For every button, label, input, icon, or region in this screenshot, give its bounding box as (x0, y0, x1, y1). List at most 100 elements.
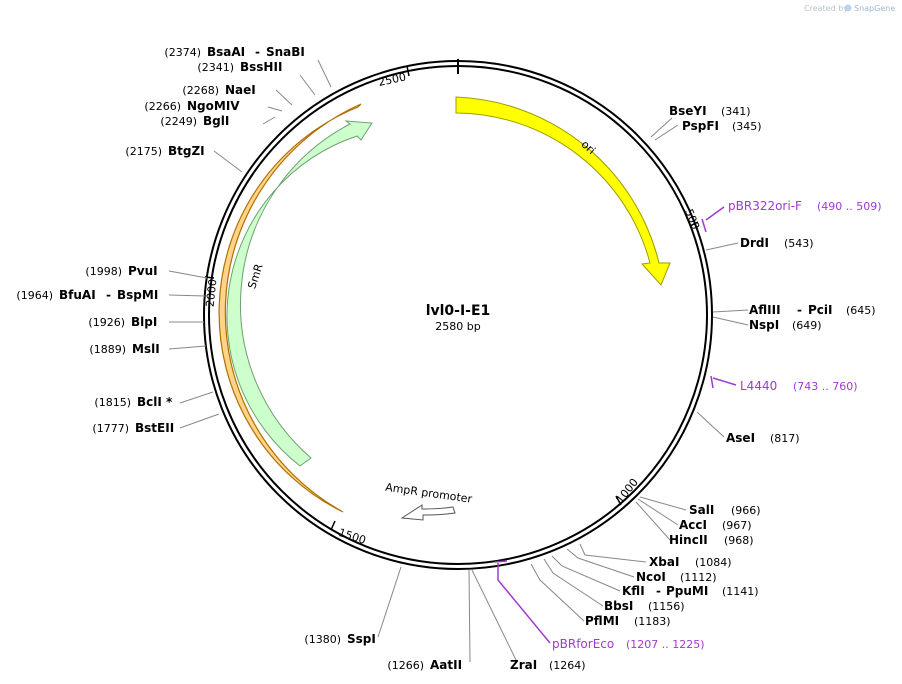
enzyme-pos-xbai: (1084) (695, 556, 732, 569)
primer-range-l4440: (743 .. 760) (793, 380, 858, 393)
primer-leader-pbr322ori (705, 206, 725, 221)
enzyme-name-aatii[interactable]: AatII (430, 658, 462, 672)
enzyme-pos-zrai: (1264) (549, 659, 586, 672)
enzyme-pos-sspi: (1380) (304, 633, 341, 646)
primer-name-pbr322ori[interactable]: pBR322ori-F (728, 199, 802, 213)
leader-pflmi (530, 563, 585, 622)
leader-xbai (579, 543, 647, 563)
primer-name-l4440[interactable]: L4440 (740, 379, 777, 393)
enzyme-name-bsaai[interactable]: BsaAI (207, 45, 245, 59)
leader-msli (168, 345, 207, 350)
enzyme-name-afliii[interactable]: AflIII (749, 303, 781, 317)
enzyme-name-kfli[interactable]: KflI (622, 584, 645, 598)
enzyme-name-bbsi[interactable]: BbsI (604, 599, 633, 613)
enzyme-name-hincii[interactable]: HincII (669, 533, 708, 547)
primer-marker-pbr322ori (701, 218, 707, 233)
leader-nspi (712, 316, 749, 326)
leader-aatii (468, 569, 471, 663)
enzyme-pos-bgli: (2249) (160, 115, 197, 128)
enzyme-name-pvui[interactable]: PvuI (128, 264, 158, 278)
ampr-promoter-feature[interactable] (400, 504, 456, 521)
enzyme-sep-kfli: - (656, 584, 661, 598)
enzyme-name2-bfuai[interactable]: BspMI (117, 288, 158, 302)
primer-range-pbr322ori: (490 .. 509) (817, 200, 882, 213)
enzyme-name-bsshii[interactable]: BssHII (240, 60, 282, 74)
leader-drdi (705, 242, 739, 251)
enzyme-pos-pflmi: (1183) (634, 615, 671, 628)
enzyme-name-msli[interactable]: MslI (132, 342, 160, 356)
leader-bbsi (543, 558, 604, 607)
enzyme-name-bcli[interactable]: BclI * (137, 395, 173, 409)
leader-kfli (551, 555, 621, 592)
primer-labels: pBR322ori-F (490 .. 509) L4440 (743 .. 7… (552, 199, 882, 651)
tick-2000 (204, 276, 215, 279)
enzyme-pos-msli: (1889) (89, 343, 126, 356)
smr-feature-label: SmR (245, 262, 265, 290)
plasmid-name: lvl0-I-E1 (426, 303, 491, 319)
enzyme-pos-bseyi: (341) (721, 105, 751, 118)
enzyme-pos-pspfi: (345) (732, 120, 762, 133)
enzyme-name-pflmi[interactable]: PflMI (585, 614, 619, 628)
enzyme-name-asei[interactable]: AseI (726, 431, 755, 445)
enzyme-pos-drdi: (543) (784, 237, 814, 250)
enzyme-pos-bcli: (1815) (94, 396, 131, 409)
enzyme-pos-bbsi: (1156) (648, 600, 685, 613)
enzyme-name-ncoi[interactable]: NcoI (636, 570, 666, 584)
enzyme-name2-afliii[interactable]: PciI (808, 303, 833, 317)
enzyme-pos-bsshii: (2341) (197, 61, 234, 74)
credit-prefix: Created by (804, 4, 848, 13)
credit-brand: SnapGene (854, 4, 895, 13)
enzyme-name-blpi[interactable]: BlpI (131, 315, 157, 329)
leader-pspfi (654, 124, 679, 141)
tick-label-2500: 2500 (377, 70, 407, 89)
enzyme-name-naei[interactable]: NaeI (225, 83, 256, 97)
tick-2500 (406, 65, 410, 77)
enzyme-name-bsteii[interactable]: BstEII (135, 421, 174, 435)
tick-label-1000: 1000 (613, 476, 640, 506)
enzyme-name-pspfi[interactable]: PspFI (682, 119, 719, 133)
enzyme-pos-kfli: (1141) (722, 585, 759, 598)
leader-naei (275, 89, 293, 106)
credit: Created by SnapGene (804, 4, 895, 13)
enzyme-name2-bsaai[interactable]: SnaBI (266, 45, 305, 59)
primer-leader-l4440 (712, 377, 737, 386)
enzyme-pos-bsteii: (1777) (92, 422, 129, 435)
enzyme-name-sspi[interactable]: SspI (347, 632, 376, 646)
smr-feature[interactable] (226, 120, 373, 467)
enzyme-pos-nspi: (649) (792, 319, 822, 332)
enzyme-pos-ncoi: (1112) (680, 571, 717, 584)
enzyme-name-zrai[interactable]: ZraI (510, 658, 537, 672)
enzyme-name-ngomiv[interactable]: NgoMIV (187, 99, 240, 113)
primer-name-pbrforeco[interactable]: pBRforEco (552, 637, 614, 651)
right-enzyme-labels: BseYI (341) PspFI (345) DrdI (543) AflII… (585, 104, 876, 628)
enzyme-name-bseyi[interactable]: BseYI (669, 104, 707, 118)
enzyme-sep-bfuai: - (106, 288, 111, 302)
enzyme-name2-kfli[interactable]: PpuMI (666, 584, 708, 598)
enzyme-name-sali[interactable]: SalI (689, 503, 714, 517)
left-enzyme-labels: (2374) BsaAI - SnaBI (2341) BssHII (2268… (16, 45, 585, 672)
enzyme-name-xbai[interactable]: XbaI (649, 555, 679, 569)
orange-band-feature[interactable] (218, 103, 362, 513)
enzyme-pos-sali: (966) (731, 504, 761, 517)
enzyme-name-bgli[interactable]: BglI (203, 114, 229, 128)
enzyme-pos-btgzi: (2175) (125, 145, 162, 158)
leader-lines (168, 59, 749, 663)
leader-bsaai (317, 59, 332, 88)
leader-asei (696, 411, 725, 438)
leader-sali (639, 496, 687, 511)
enzyme-name-bfuai[interactable]: BfuAI (59, 288, 96, 302)
enzyme-name-btgzi[interactable]: BtgZI (168, 144, 205, 158)
ori-feature[interactable] (455, 96, 671, 286)
plasmid-size: 2580 bp (435, 320, 480, 333)
enzyme-name-drdi[interactable]: DrdI (740, 236, 769, 250)
enzyme-pos-ngomiv: (2266) (144, 100, 181, 113)
tick-label-500: 500 (682, 207, 702, 231)
enzyme-name-acci[interactable]: AccI (679, 518, 707, 532)
backbone (203, 59, 713, 570)
primer-marker-l4440 (710, 375, 714, 389)
leader-bseyi (650, 117, 673, 138)
leader-sspi (377, 566, 402, 638)
enzyme-name-nspi[interactable]: NspI (749, 318, 779, 332)
tick-1500 (330, 520, 336, 531)
leader-pvui (168, 270, 208, 279)
